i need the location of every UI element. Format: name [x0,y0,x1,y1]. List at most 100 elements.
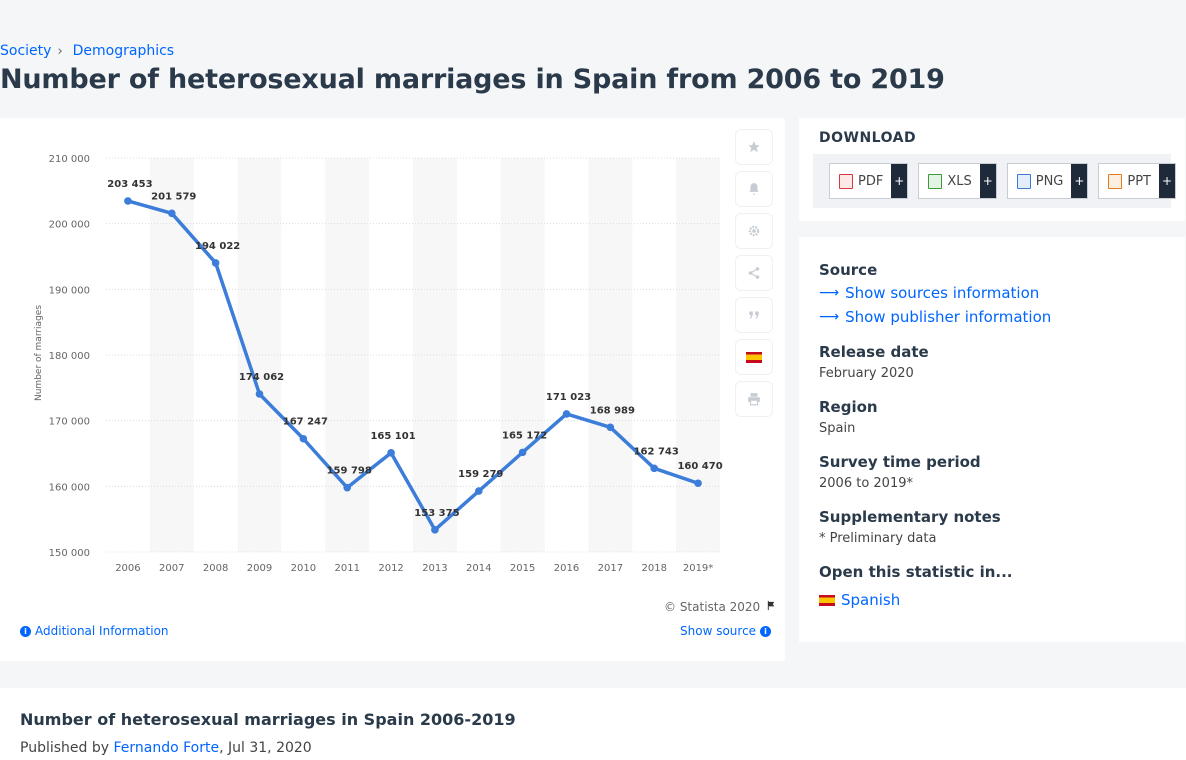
data-point [606,423,615,432]
download-card: DOWNLOAD PDF + XLS + PNG + PPT + [799,118,1185,221]
data-label: 159 798 [327,466,372,477]
flag-spain-icon [819,594,835,606]
chart-card: 150 000 160 000 170 000 180 000 190 000 200 0… [0,118,785,661]
data-point [694,479,702,488]
ppt-icon [1108,173,1123,189]
data-label: 171 023 [546,392,591,403]
x-tick-label: 2019* [683,563,713,574]
published-by: Published by Fernando Forte, Jul 31, 202… [20,740,312,756]
open-spanish-link[interactable]: Spanish [819,591,900,609]
png-icon [1016,173,1031,189]
x-tick-label: 2011 [334,563,359,574]
region-value: Spain [819,421,856,436]
survey-period-value: 2006 to 2019* [819,476,913,491]
download-xls-button[interactable]: XLS + [918,163,997,199]
survey-period-label: Survey time period [819,453,981,471]
download-xls-label: XLS [947,173,972,189]
data-point [387,449,395,457]
data-label: 167 247 [283,417,328,428]
xls-icon [928,173,943,189]
column-band [500,158,545,552]
flag-report-icon[interactable] [766,600,777,614]
breadcrumb: Society › Demographics [0,43,174,59]
print-icon[interactable] [736,382,772,416]
x-tick-label: 2006 [115,563,140,574]
bell-icon[interactable] [736,172,772,206]
breadcrumb-society[interactable]: Society [0,43,52,59]
download-ppt-button[interactable]: PPT + [1098,163,1176,199]
info-icon: i [20,625,31,637]
plus-icon[interactable]: + [979,164,996,198]
open-statistic-label: Open this statistic in... [819,563,1013,581]
download-png-label: PNG [1035,173,1064,189]
show-publisher-link[interactable]: ⟶ Show publisher information [819,308,1051,326]
pdf-icon [839,173,853,189]
data-point [650,464,659,473]
data-label: 203 453 [107,179,152,190]
top-bar [0,0,1186,34]
gear-icon[interactable] [736,214,772,248]
published-prefix: Published by [20,740,114,756]
data-point [518,448,527,457]
supplementary-notes-value: * Preliminary data [819,531,937,546]
share-icon[interactable] [736,256,772,290]
data-point [431,526,439,534]
quote-icon[interactable] [736,298,772,332]
x-tick-label: 2013 [422,563,447,574]
download-buttons: PDF + XLS + PNG + PPT + [813,154,1176,208]
copyright-text: © Statista 2020 [664,600,761,614]
data-point [255,390,264,398]
y-tick-label: 190 000 [49,285,90,296]
y-tick-label: 170 000 [49,417,90,428]
download-png-button[interactable]: PNG + [1006,163,1089,199]
download-ppt-label: PPT [1127,173,1151,189]
x-tick-label: 2017 [598,563,623,574]
x-tick-label: 2007 [159,563,184,574]
star-icon[interactable] [736,130,772,164]
supplementary-notes-label: Supplementary notes [819,508,1001,526]
data-point [343,483,352,492]
show-source-link[interactable]: Show source i [680,624,772,638]
show-sources-link[interactable]: ⟶ Show sources information [819,284,1039,302]
arrow-right-icon: ⟶ [819,309,840,325]
plus-icon[interactable]: + [1159,164,1175,198]
plus-icon[interactable]: + [891,164,908,198]
statistic-info-card: Source ⟶ Show sources information ⟶ Show… [799,237,1185,642]
data-label: 201 579 [151,191,196,202]
show-source-label: Show source [680,624,757,638]
data-label: 153 375 [414,508,459,519]
y-tick-label: 180 000 [49,351,90,362]
data-label: 165 101 [370,431,415,442]
breadcrumb-demographics[interactable]: Demographics [72,43,175,59]
data-point [474,487,483,495]
data-point [124,197,132,205]
column-band [413,158,457,552]
data-label: 162 743 [634,446,679,457]
download-pdf-label: PDF [858,173,884,189]
region-label: Region [819,398,878,416]
additional-information-link[interactable]: i Additional Information [20,624,169,638]
flag-spain-icon[interactable] [736,340,772,374]
series-line [127,199,699,532]
x-tick-label: 2014 [466,563,491,574]
download-pdf-button[interactable]: PDF + [829,163,909,199]
data-point [167,209,176,218]
data-label: 160 470 [677,461,722,472]
data-label: 165 172 [502,430,547,441]
additional-information-label: Additional Information [35,624,169,638]
author-link[interactable]: Fernando Forte [113,740,220,756]
copyright: © Statista 2020 [664,600,777,614]
source-label: Source [819,261,878,279]
data-point [299,434,308,443]
release-date-value: February 2020 [819,366,914,381]
y-axis-label: Number of marriages [34,305,44,401]
download-title: DOWNLOAD [819,130,917,146]
x-tick-label: 2018 [641,563,666,574]
plus-icon[interactable]: + [1071,164,1088,198]
y-tick-label: 200 000 [49,220,90,231]
x-tick-label: 2008 [203,563,228,574]
published-date: , Jul 31, 2020 [219,740,312,756]
publication-card: Number of heterosexual marriages in Spai… [0,688,1186,760]
x-tick-label: 2016 [554,563,579,574]
info-icon: i [760,625,772,637]
